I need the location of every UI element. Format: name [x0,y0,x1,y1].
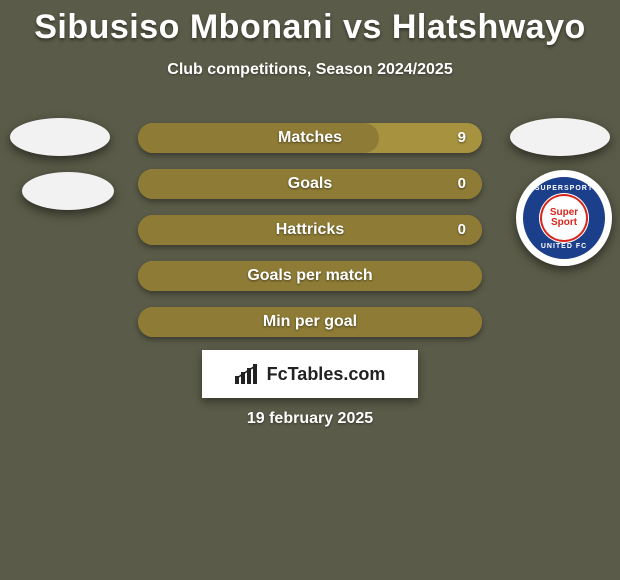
stat-bar-label: Goals [138,169,482,199]
club-badge-ring: SUPERSPORT SuperSport UNITED FC [523,177,605,259]
stat-bar-label: Min per goal [138,307,482,337]
stat-bar-row: Matches9 [138,123,482,153]
club-badge: SUPERSPORT SuperSport UNITED FC [516,170,612,266]
club-badge-center: SuperSport [542,196,586,240]
stat-bar-value: 0 [458,215,466,245]
player-badge-left-2 [22,172,114,210]
subtitle: Club competitions, Season 2024/2025 [0,61,620,79]
page-title: Sibusiso Mbonani vs Hlatshwayo [0,0,620,47]
stat-bar-row: Min per goal [138,307,482,337]
stat-bar-value: 9 [458,123,466,153]
stat-bar-label: Goals per match [138,261,482,291]
stat-bar-label: Matches [138,123,482,153]
club-badge-text-top: SUPERSPORT [527,185,601,192]
brand-chart-icon [235,364,261,384]
player-badge-right-1 [510,118,610,156]
stat-bar-label: Hattricks [138,215,482,245]
brand-text: FcTables.com [267,364,386,385]
club-badge-center-text: SuperSport [550,208,578,228]
date-text: 19 february 2025 [0,410,620,428]
stat-bar-row: Goals0 [138,169,482,199]
stat-bars: Matches9Goals0Hattricks0Goals per matchM… [138,123,482,353]
stat-bar-row: Goals per match [138,261,482,291]
player-badge-left-1 [10,118,110,156]
stat-bar-value: 0 [458,169,466,199]
brand-box: FcTables.com [202,350,418,398]
club-badge-text-bottom: UNITED FC [527,243,601,250]
stat-bar-row: Hattricks0 [138,215,482,245]
